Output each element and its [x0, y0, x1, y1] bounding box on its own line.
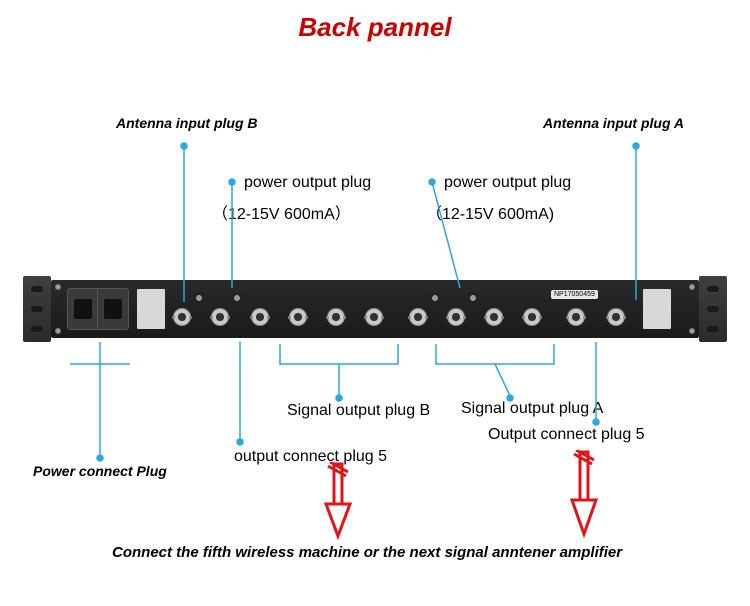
bnc-cascade-b — [211, 308, 229, 326]
dc-jack-4 — [467, 292, 479, 304]
label-power-connect-plug: Power connect Plug — [33, 463, 167, 479]
serial-badge: NP17050459 — [551, 290, 598, 299]
arrow-down-left — [324, 462, 352, 540]
bnc-out-b1 — [251, 308, 269, 326]
label-power-output-right: power output plug — [444, 174, 571, 192]
label-signal-output-b: Signal output plug B — [287, 402, 430, 420]
arrow-down-right — [570, 450, 598, 538]
label-antenna-input-a: Antenna input plug A — [543, 115, 684, 131]
label-signal-output-a: Signal output plug A — [461, 400, 603, 418]
bnc-out-a2 — [447, 308, 465, 326]
label-output-connect-5-left: output connect plug 5 — [234, 448, 387, 466]
label-antenna-input-b: Antenna input plug B — [116, 115, 258, 131]
bnc-out-a3 — [485, 308, 503, 326]
dc-jack-1 — [193, 292, 205, 304]
rack-unit: NP17050459 — [23, 276, 727, 342]
label-power-output-left-spec: （12-15V 600mA） — [212, 200, 351, 224]
bnc-out-b2 — [289, 308, 307, 326]
iec-socket-1 — [68, 289, 98, 329]
page-title: Back pannel — [0, 12, 750, 43]
bnc-out-a4 — [523, 308, 541, 326]
iec-socket-2 — [98, 289, 128, 329]
bnc-antenna-a — [607, 308, 625, 326]
info-label-right — [643, 289, 671, 329]
dc-jack-2 — [231, 292, 243, 304]
bnc-antenna-b — [173, 308, 191, 326]
label-bottom-note: Connect the fifth wireless machine or th… — [112, 544, 622, 561]
rack-ear-right — [699, 276, 727, 342]
dc-jack-3 — [429, 292, 441, 304]
bnc-out-b3 — [327, 308, 345, 326]
serial-text: NP17050459 — [554, 291, 595, 298]
power-inlet-block — [67, 288, 129, 330]
label-output-connect-5-right: Output connect plug 5 — [488, 426, 645, 444]
label-power-output-right-spec: （12-15V 600mA) — [426, 200, 554, 224]
info-label-left — [137, 289, 165, 329]
bnc-cascade-a — [567, 308, 585, 326]
label-power-output-left: power output plug — [244, 174, 371, 192]
rack-ear-left — [23, 276, 51, 342]
bnc-out-a1 — [409, 308, 427, 326]
bnc-out-b4 — [365, 308, 383, 326]
chassis: NP17050459 — [51, 280, 699, 338]
